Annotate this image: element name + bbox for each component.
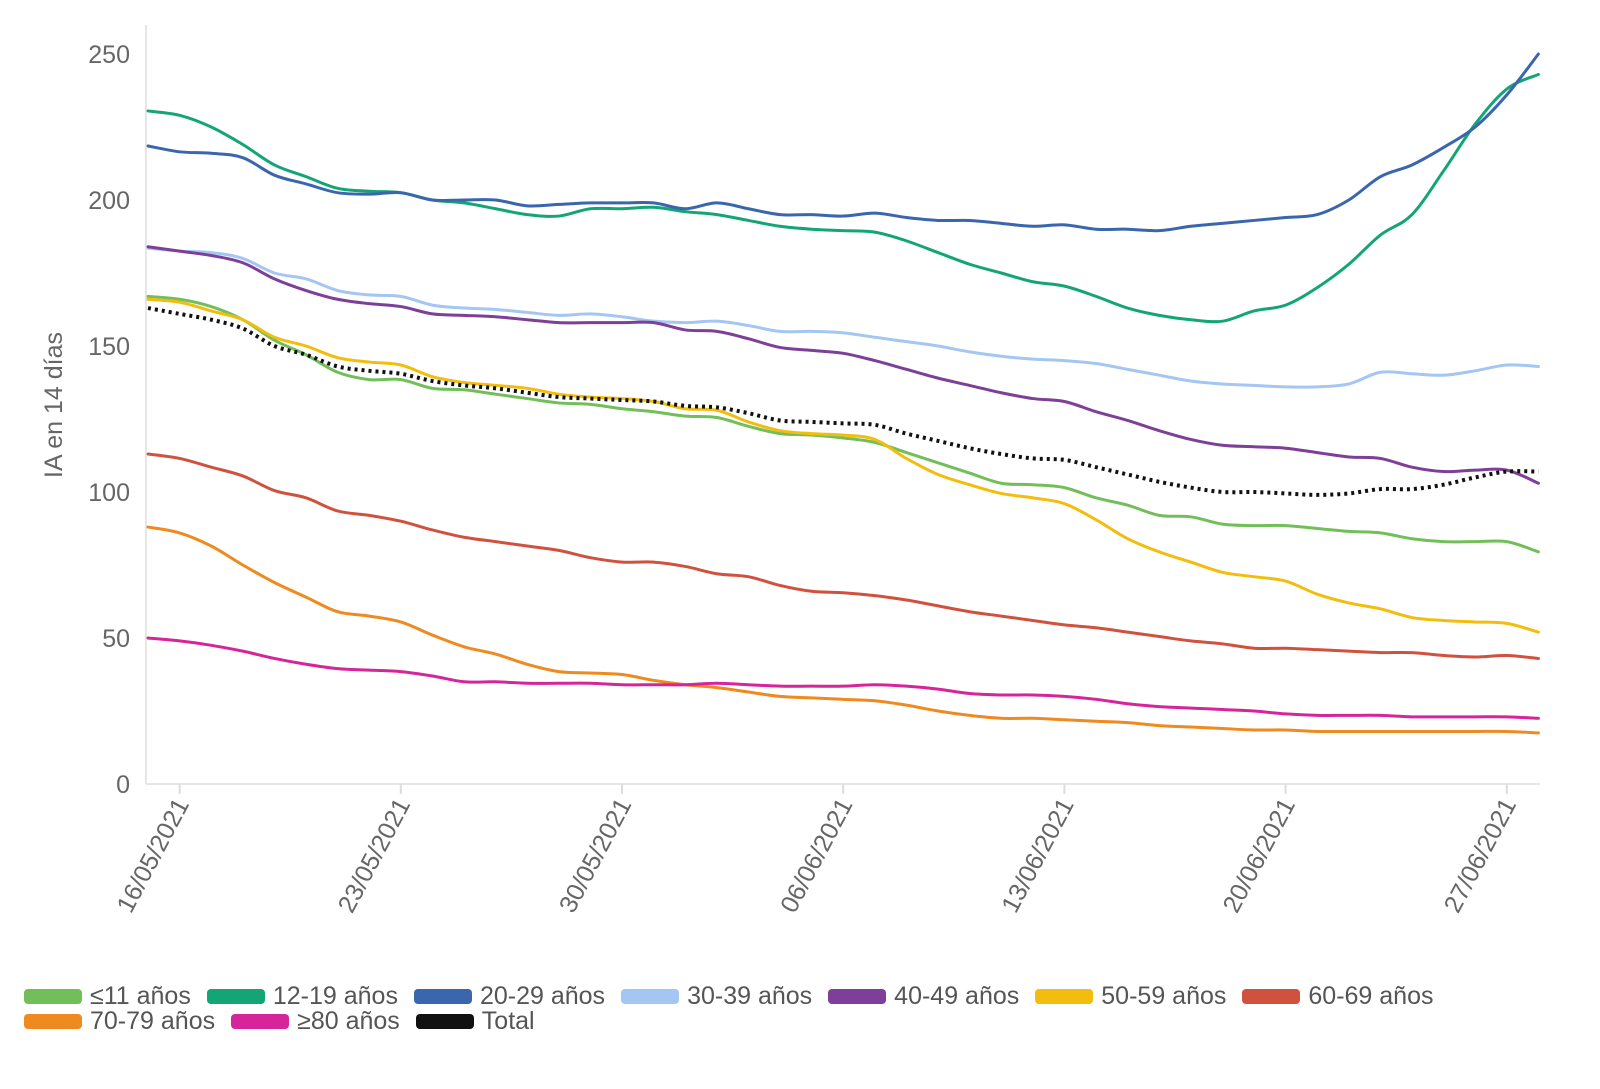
series-line-1 <box>146 72 1540 324</box>
legend-item[interactable]: 12-19 años <box>206 982 398 1010</box>
legend-swatch <box>24 989 82 1004</box>
legend-item[interactable]: 40-49 años <box>828 984 1019 1009</box>
legend-label: ≤11 años <box>90 982 191 1010</box>
series-line-9 <box>147 306 1539 497</box>
legend-item[interactable]: 70-79 años <box>24 1009 215 1034</box>
series-line-2 <box>146 52 1540 233</box>
series-line-5 <box>146 297 1540 634</box>
legend-label: 70-79 años <box>90 1007 216 1035</box>
legend-item[interactable]: 50-59 años <box>1035 984 1226 1009</box>
y-tick-label: 200 <box>88 187 130 215</box>
x-tick-label: 30/05/2021 <box>554 794 637 918</box>
legend-label: 50-59 años <box>1101 982 1227 1010</box>
legend-label: Total <box>481 1007 535 1035</box>
y-tick-label: 250 <box>88 41 130 69</box>
y-tick-label: 100 <box>88 479 130 507</box>
series-line-8 <box>146 636 1540 720</box>
series-line-4 <box>146 245 1540 485</box>
y-axis-label: IA en 14 días <box>40 332 68 478</box>
legend-swatch <box>828 989 887 1004</box>
legend-swatch <box>621 989 680 1004</box>
x-tick-label: 27/06/2021 <box>1439 794 1522 918</box>
legend-item[interactable]: 30-39 años <box>621 984 812 1009</box>
legend-swatch <box>24 1014 82 1029</box>
legend-swatch <box>231 1014 290 1029</box>
x-tick-label: 06/06/2021 <box>775 794 858 918</box>
legend-swatch <box>413 989 472 1004</box>
series-line-7 <box>146 525 1540 735</box>
series-line-0 <box>146 294 1540 554</box>
y-tick-label: 150 <box>88 333 130 361</box>
legend-label: 30-39 años <box>687 982 813 1010</box>
x-tick-label: 13/06/2021 <box>996 794 1079 918</box>
legend-swatch <box>1242 989 1301 1004</box>
legend-label: ≥80 años <box>297 1007 400 1035</box>
legend-item[interactable]: ≤11 años <box>24 984 191 1009</box>
legend-label: 12-19 años <box>272 982 398 1010</box>
y-tick-label: 0 <box>116 771 130 799</box>
legend-label: 40-49 años <box>894 982 1020 1010</box>
legend-item[interactable]: ≥80 años <box>231 1009 400 1034</box>
x-tick-label: 20/06/2021 <box>1217 794 1300 918</box>
legend-label: 20-29 años <box>479 982 606 1010</box>
legend: ≤11 años 12-19 años 20-29 años 30-39 años 40… <box>24 984 1564 1034</box>
legend-item[interactable]: 20-29 años <box>413 982 606 1010</box>
legend-item[interactable]: Total <box>415 1007 535 1035</box>
legend-swatch <box>206 989 265 1004</box>
x-tick-label: 23/05/2021 <box>333 794 416 918</box>
legend-item[interactable]: 60-69 años <box>1242 982 1434 1010</box>
legend-label: 60-69 años <box>1308 982 1434 1010</box>
x-tick-label: 16/05/2021 <box>111 794 194 918</box>
y-tick-label: 50 <box>102 625 130 653</box>
legend-swatch <box>1035 989 1094 1004</box>
series-line-6 <box>146 452 1540 660</box>
line-chart: IA en 14 días 0 50 100 150 200 250 16/05/2021 2… <box>40 25 1540 918</box>
legend-swatch <box>415 1014 474 1029</box>
series-line-3 <box>146 246 1540 389</box>
